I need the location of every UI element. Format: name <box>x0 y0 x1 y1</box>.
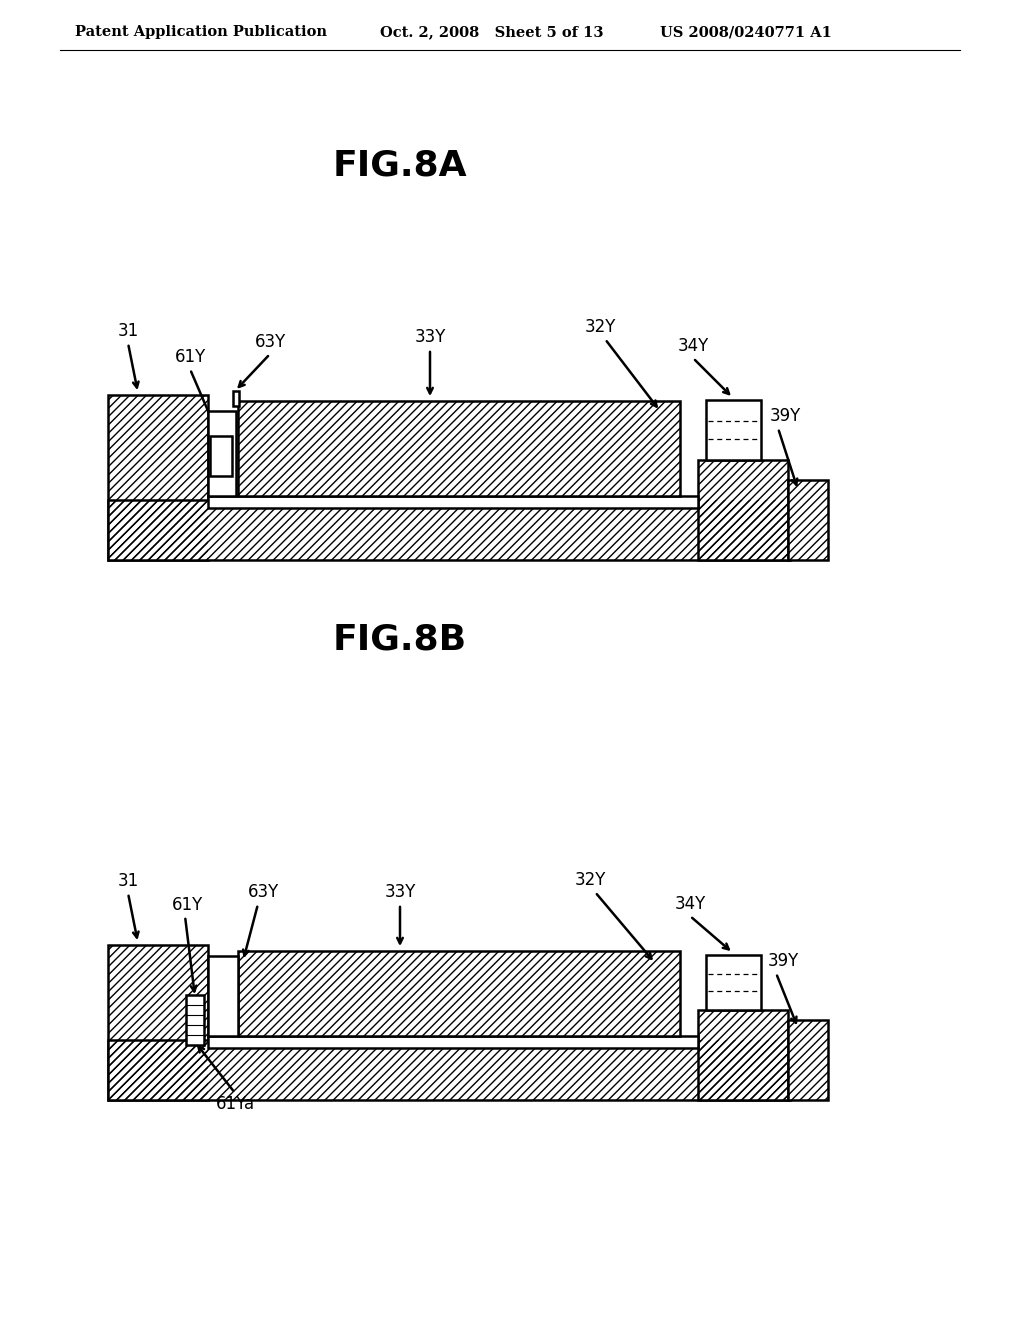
Text: 61Y: 61Y <box>175 348 206 366</box>
Text: Patent Application Publication: Patent Application Publication <box>75 25 327 40</box>
Bar <box>788 1020 828 1100</box>
Bar <box>238 950 680 1036</box>
Bar <box>698 459 788 560</box>
Text: US 2008/0240771 A1: US 2008/0240771 A1 <box>660 25 831 40</box>
Bar <box>233 391 239 407</box>
Text: 34Y: 34Y <box>677 337 709 355</box>
Bar <box>788 480 828 560</box>
Text: FIG.8A: FIG.8A <box>333 148 467 182</box>
Text: 39Y: 39Y <box>768 952 800 970</box>
Text: FIG.8B: FIG.8B <box>333 623 467 657</box>
Bar <box>108 1040 790 1100</box>
Bar <box>208 496 698 508</box>
Text: 32Y: 32Y <box>574 871 605 888</box>
Bar <box>238 401 680 496</box>
Bar <box>108 500 790 560</box>
Bar <box>208 1036 698 1048</box>
Text: 33Y: 33Y <box>384 883 416 902</box>
Text: 32Y: 32Y <box>585 318 615 337</box>
Bar <box>698 1010 788 1100</box>
Bar <box>210 436 232 477</box>
Bar <box>108 500 790 560</box>
Text: 63Y: 63Y <box>255 333 287 351</box>
Bar <box>208 956 238 1036</box>
Text: 61Y: 61Y <box>172 896 203 913</box>
Bar <box>108 395 208 560</box>
Bar <box>788 1020 828 1100</box>
Bar <box>108 395 208 560</box>
Text: 34Y: 34Y <box>675 895 706 913</box>
Bar <box>186 995 204 1045</box>
Bar <box>706 954 761 1010</box>
Bar <box>208 411 236 496</box>
Bar <box>698 1010 788 1100</box>
Text: 39Y: 39Y <box>770 407 801 425</box>
Text: 31: 31 <box>118 873 139 890</box>
Text: Oct. 2, 2008   Sheet 5 of 13: Oct. 2, 2008 Sheet 5 of 13 <box>380 25 603 40</box>
Bar <box>108 1040 790 1100</box>
Text: 33Y: 33Y <box>415 327 445 346</box>
Bar <box>788 480 828 560</box>
Bar <box>108 945 208 1100</box>
Bar <box>698 459 788 560</box>
Bar <box>238 950 680 1036</box>
Text: 61Ya: 61Ya <box>215 1096 255 1113</box>
Bar <box>108 945 208 1100</box>
Bar <box>238 401 680 496</box>
Text: 31: 31 <box>118 322 139 341</box>
Text: 63Y: 63Y <box>248 883 280 902</box>
Bar <box>706 400 761 459</box>
